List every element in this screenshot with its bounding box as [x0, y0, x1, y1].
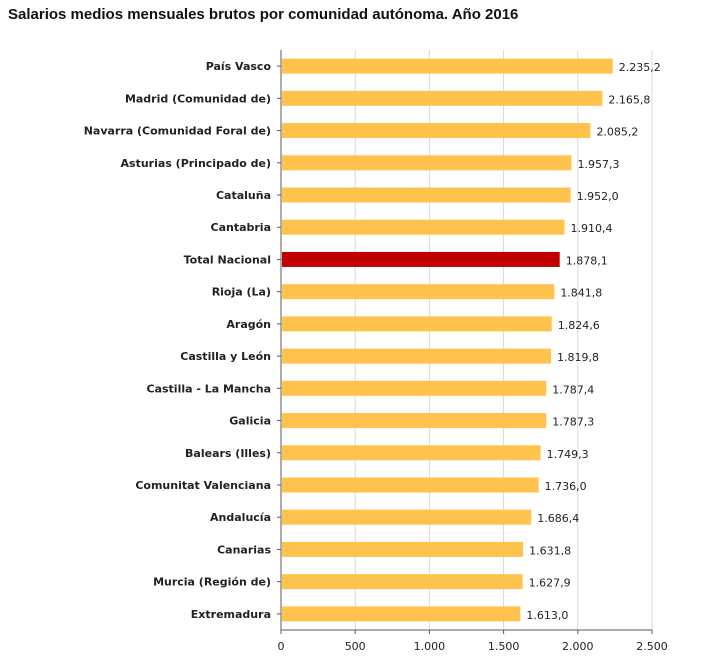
chart-title: Salarios medios mensuales brutos por com…	[8, 6, 519, 23]
value-label: 1.957,3	[577, 158, 619, 171]
bar	[282, 348, 552, 364]
category-label: Cantabria	[211, 221, 272, 234]
x-tick-label: 2.000	[562, 640, 594, 653]
category-label: Canarias	[217, 543, 271, 556]
bar	[282, 316, 552, 332]
category-label: Cataluña	[216, 189, 271, 202]
category-label: Andalucía	[210, 511, 271, 524]
value-label: 1.952,0	[577, 190, 619, 203]
category-label: Extremadura	[191, 608, 271, 621]
category-label: Rioja (La)	[212, 286, 271, 299]
category-label: Castilla - La Mancha	[147, 382, 272, 395]
category-label: Madrid (Comunidad de)	[125, 92, 271, 105]
x-tick-label: 2.500	[636, 640, 668, 653]
labels: 0 500 1.000 1.500 2.000 2.500 País Vasco 2.235,…	[84, 60, 668, 653]
bar	[282, 219, 565, 235]
category-label: Murcia (Región de)	[153, 576, 271, 589]
value-label: 1.878,1	[566, 254, 608, 267]
category-label: Comunitat Valenciana	[135, 479, 271, 492]
bar	[282, 284, 555, 300]
bar	[282, 574, 523, 590]
category-label: Total Nacional	[184, 253, 271, 266]
category-label: Asturias (Principado de)	[121, 157, 271, 170]
category-label: Castilla y León	[180, 350, 271, 363]
gridlines	[354, 50, 653, 630]
value-label: 1.787,3	[552, 416, 594, 429]
category-label: País Vasco	[206, 60, 272, 73]
bar	[282, 477, 539, 493]
category-label: Aragón	[226, 318, 271, 331]
bar	[282, 509, 532, 525]
x-tick-label: 500	[345, 640, 366, 653]
category-label: Galicia	[229, 415, 271, 428]
value-label: 1.627,9	[529, 577, 571, 590]
bar	[282, 187, 571, 203]
bar	[282, 413, 547, 429]
axes	[277, 50, 653, 634]
value-label: 2.235,2	[619, 61, 661, 74]
value-label: 1.631,8	[529, 544, 571, 557]
bar	[282, 541, 524, 557]
bar	[282, 445, 541, 461]
value-label: 1.736,0	[545, 480, 587, 493]
value-label: 1.613,0	[526, 609, 568, 622]
value-label: 1.787,4	[552, 383, 594, 396]
value-label: 1.824,6	[558, 319, 600, 332]
value-label: 1.686,4	[537, 512, 579, 525]
x-tick-label: 0	[278, 640, 285, 653]
x-tick-label: 1.500	[488, 640, 520, 653]
bars	[282, 58, 613, 622]
bar	[282, 606, 521, 622]
value-label: 1.841,8	[560, 287, 602, 300]
category-label: Balears (Illes)	[185, 447, 271, 460]
bar	[282, 155, 572, 171]
value-label: 2.085,2	[596, 126, 638, 139]
value-label: 2.165,8	[608, 93, 650, 106]
value-label: 1.819,8	[557, 351, 599, 364]
bar	[282, 380, 547, 396]
bar	[282, 58, 613, 74]
value-label: 1.910,4	[571, 222, 613, 235]
x-tick-label: 1.000	[414, 640, 446, 653]
category-label: Navarra (Comunidad Foral de)	[84, 125, 271, 138]
bar	[282, 123, 591, 139]
value-label: 1.749,3	[547, 448, 589, 461]
bar-highlight	[282, 251, 560, 267]
bar	[282, 90, 603, 106]
